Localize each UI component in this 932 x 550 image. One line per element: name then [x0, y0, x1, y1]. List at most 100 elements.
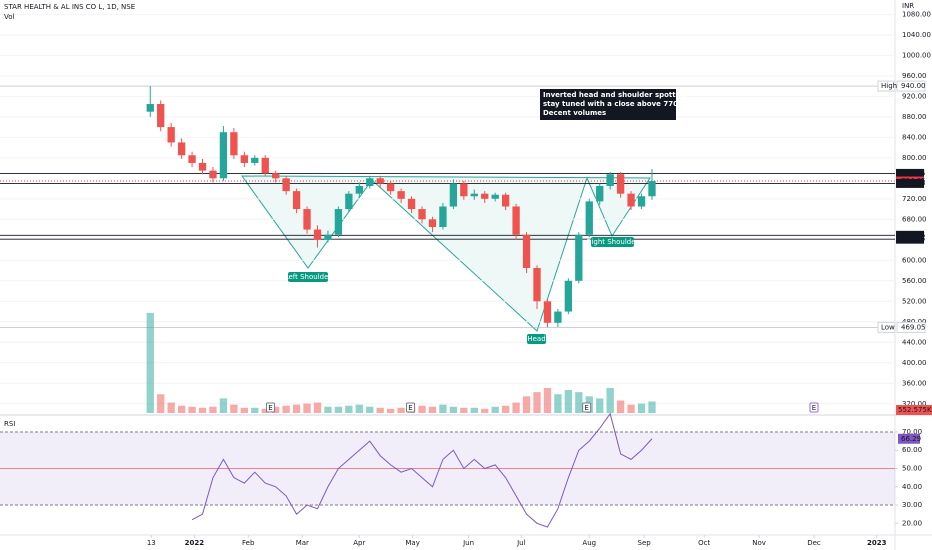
event-marker — [265, 402, 275, 413]
y-tick-label: 360.00 — [902, 379, 927, 387]
candle-body — [303, 209, 311, 230]
volume-bar — [334, 406, 343, 413]
rsi-tick-label: 40.00 — [902, 483, 922, 491]
candle-body — [449, 183, 458, 207]
candle-body — [146, 104, 154, 112]
candle-body — [637, 196, 646, 207]
volume-bar — [648, 401, 656, 413]
volume-label: Vol — [4, 13, 15, 21]
annotation-line: Inverted head and shoulder spotted — [543, 91, 685, 99]
volume-bar — [209, 406, 217, 413]
volume-bar — [491, 406, 499, 413]
pattern-labels: Left Shoulder Head Right Shoulder — [285, 237, 639, 344]
y-tick-label: 720.00 — [902, 195, 927, 203]
candle-body — [376, 178, 384, 184]
volume-bar — [616, 400, 625, 413]
x-tick-label: Apr — [353, 539, 365, 547]
candle-body — [167, 127, 175, 143]
extreme-name-box — [877, 321, 896, 333]
rsi-tick-label: 70.00 — [902, 428, 922, 436]
volume-bar — [261, 408, 269, 413]
candle-body — [585, 201, 593, 235]
candle-body — [648, 181, 656, 197]
volume-bar — [522, 396, 531, 413]
pattern-label: Left Shoulder — [285, 273, 332, 281]
level-box — [896, 234, 924, 244]
candle-body — [533, 267, 541, 302]
event-marker — [809, 402, 819, 413]
annotation-line: stay tuned with a close above 770 — [543, 100, 678, 108]
x-tick-label: Sep — [638, 539, 652, 547]
rsi-tick-label: 30.00 — [902, 501, 922, 509]
candle-body — [470, 193, 478, 197]
volume-bar — [240, 407, 248, 413]
candle-body — [345, 193, 353, 210]
volume-value-box — [896, 405, 932, 415]
annotation-line: Decent volumes — [543, 109, 606, 117]
volume-bar — [366, 406, 374, 413]
candle-body — [366, 178, 374, 187]
volume-bar — [543, 387, 552, 413]
x-tick-label: Jun — [462, 539, 474, 547]
axes: 1080.00 1040.00 1000.00 960.00 920.00 880.00 8… — [147, 10, 932, 547]
x-tick-label: 2022 — [185, 539, 205, 547]
volume-bar — [292, 404, 301, 413]
candle-body — [219, 132, 228, 179]
candle-body — [543, 301, 552, 323]
y-tick-label: 1040.00 — [902, 31, 931, 39]
pattern-drawing — [241, 175, 651, 332]
volume-bar — [449, 406, 458, 413]
level-label: 769.55 — [901, 169, 926, 177]
volume-bar — [554, 394, 562, 413]
level-label: 641.25 — [901, 235, 926, 243]
x-tick-label: 2023 — [867, 539, 887, 547]
volume-bar — [157, 394, 165, 413]
volume-bar — [512, 402, 520, 413]
candle-body — [272, 173, 280, 179]
candle-body — [188, 155, 196, 163]
candle-body — [627, 193, 635, 207]
candle-body — [575, 234, 583, 281]
candle-body — [324, 234, 332, 240]
volume-bar — [387, 408, 395, 413]
y-tick-label: 800.00 — [902, 154, 927, 162]
candle-body — [397, 191, 405, 199]
volume-bar — [470, 407, 478, 413]
candle-body — [209, 170, 217, 179]
volume-bar — [627, 404, 635, 413]
label-box — [288, 272, 328, 282]
volume-bar — [198, 407, 207, 413]
volume-bar — [345, 405, 353, 413]
candle-body — [230, 132, 238, 156]
x-tick-label: Jul — [516, 539, 526, 547]
volume-bar — [230, 404, 238, 413]
extreme-label: 469.05 — [901, 323, 926, 331]
x-tick-label: Feb — [242, 539, 255, 547]
event-label: E — [584, 404, 588, 412]
candle-body — [616, 174, 625, 194]
candle-body — [282, 178, 290, 192]
annotation-box — [540, 89, 676, 120]
marks — [146, 86, 656, 528]
volume-bar — [355, 404, 363, 413]
event-marker — [406, 402, 416, 413]
rsi-tick-label: 20.00 — [902, 519, 922, 527]
y-tick-label: 880.00 — [902, 113, 927, 121]
volume-value-label: 552.575K — [898, 406, 932, 414]
volume-bar — [282, 405, 290, 413]
volume-bar — [460, 407, 468, 413]
extreme-name: Low — [881, 323, 895, 331]
volume-bar — [397, 407, 405, 413]
x-tick-label: Mar — [296, 539, 309, 547]
x-tick-label: May — [405, 539, 419, 547]
x-tick-label: Aug — [582, 539, 596, 547]
x-tick-label: Nov — [752, 539, 766, 547]
volume-bar — [272, 406, 280, 413]
chart-title: STAR HEALTH & AL INS CO L, 1D, NSE — [4, 3, 135, 11]
candle-body — [481, 193, 489, 199]
candle-body — [606, 174, 614, 187]
candle-body — [157, 104, 165, 128]
extreme-name-box — [877, 80, 896, 92]
extreme-box — [896, 80, 926, 92]
